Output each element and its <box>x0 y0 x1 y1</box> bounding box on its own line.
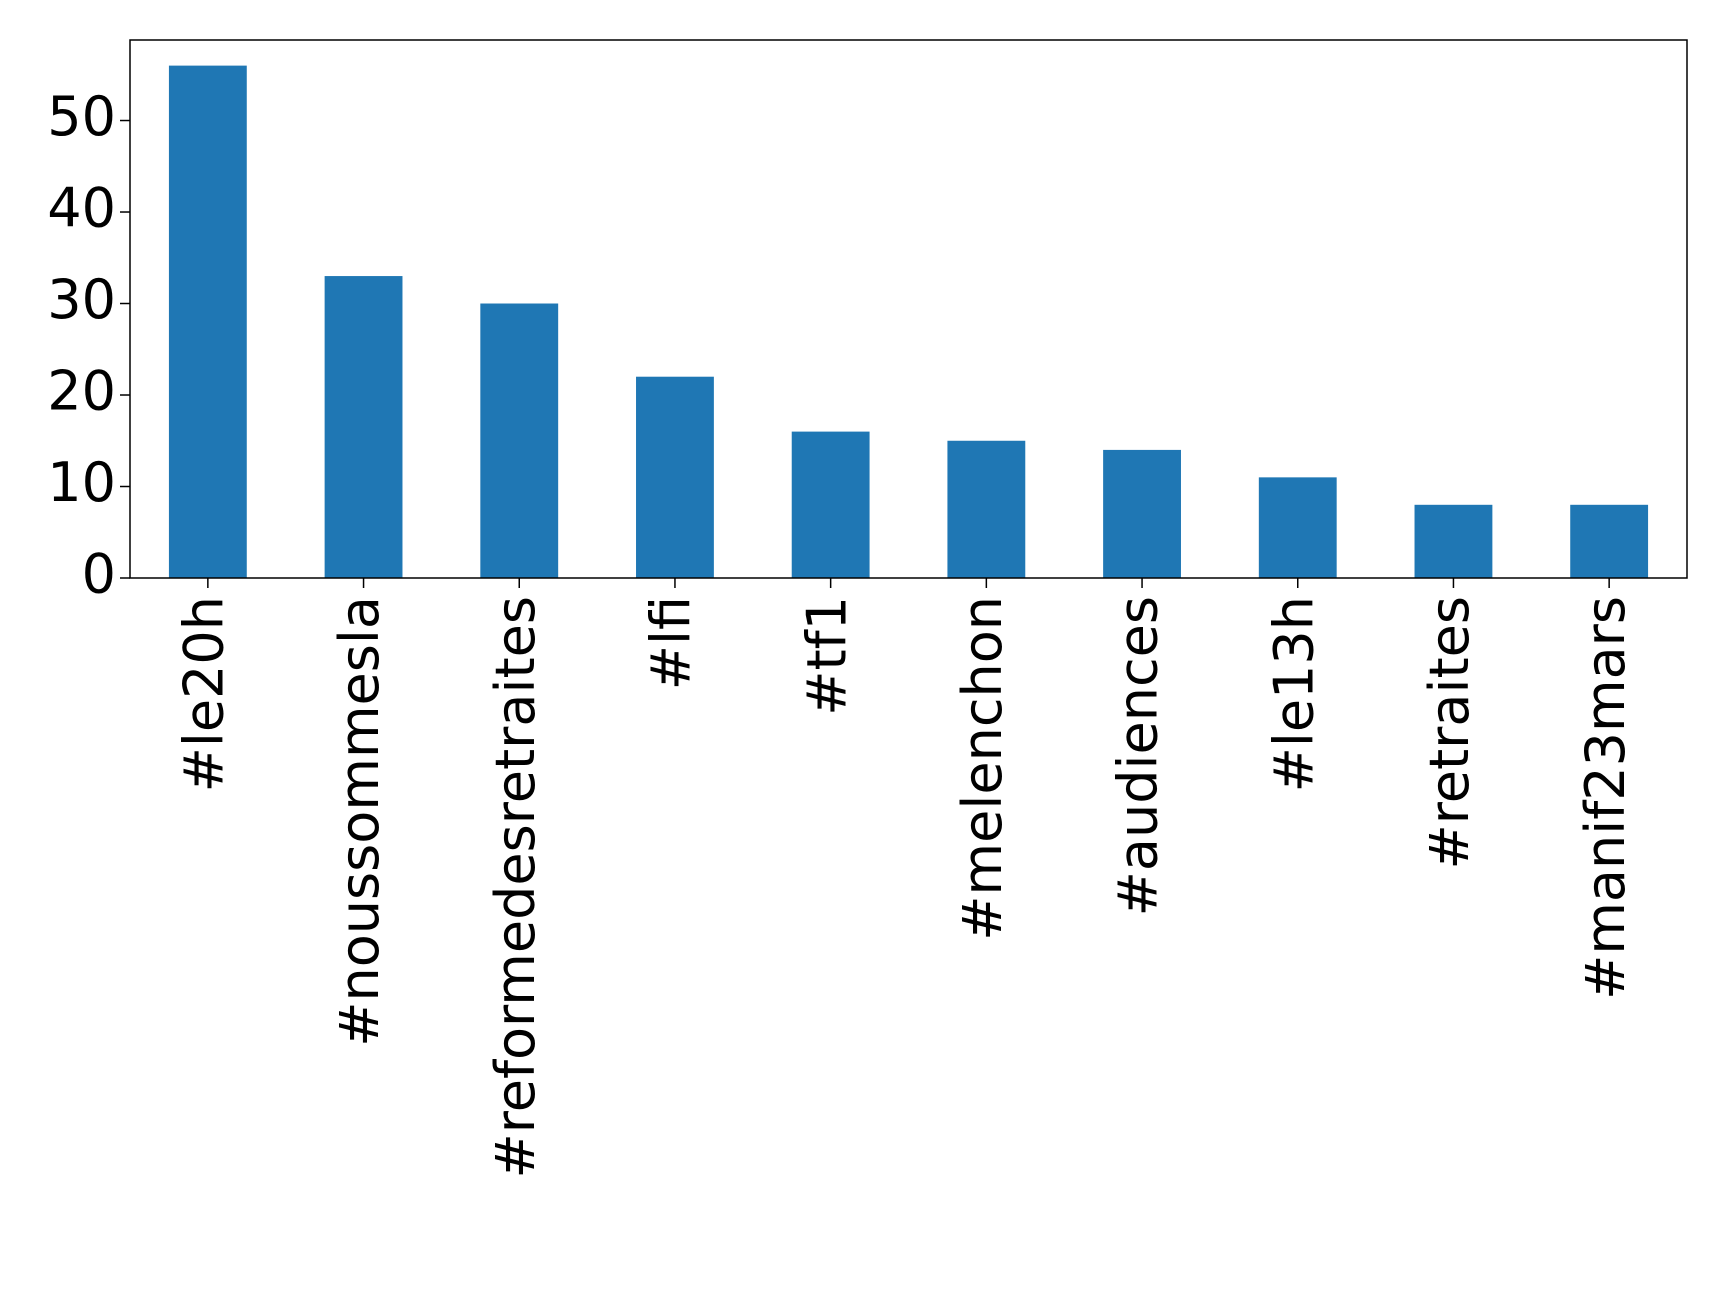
x-tick-label: #lfi <box>640 596 703 690</box>
bar <box>480 303 559 578</box>
x-tick-label: #le20h <box>172 596 235 792</box>
bar <box>791 431 870 578</box>
x-tick-label: #retraites <box>1418 596 1481 869</box>
x-tick-label: #reformedesretraites <box>484 596 547 1178</box>
bar <box>1570 504 1649 578</box>
y-tick-label: 10 <box>47 451 116 514</box>
y-tick-label: 50 <box>47 85 116 148</box>
y-tick-label: 40 <box>47 177 116 240</box>
x-tick-label: #audiences <box>1107 596 1170 916</box>
y-tick-label: 30 <box>47 268 116 331</box>
bar <box>1103 449 1181 578</box>
plot-frame <box>129 39 1688 579</box>
bar <box>1258 477 1337 578</box>
x-tick-label: #noussommesla <box>328 596 391 1047</box>
y-tick-label: 20 <box>47 360 116 423</box>
x-tick-label: #melenchon <box>951 596 1014 941</box>
bar <box>168 65 247 579</box>
x-tick-label: #tf1 <box>795 596 858 716</box>
bar <box>947 440 1026 578</box>
bar <box>1414 504 1493 578</box>
bar <box>636 376 714 578</box>
x-tick-label: #manif23mars <box>1574 596 1637 1000</box>
y-tick-label: 0 <box>82 543 116 606</box>
x-tick-label: #le13h <box>1262 596 1325 792</box>
bar <box>324 276 403 578</box>
